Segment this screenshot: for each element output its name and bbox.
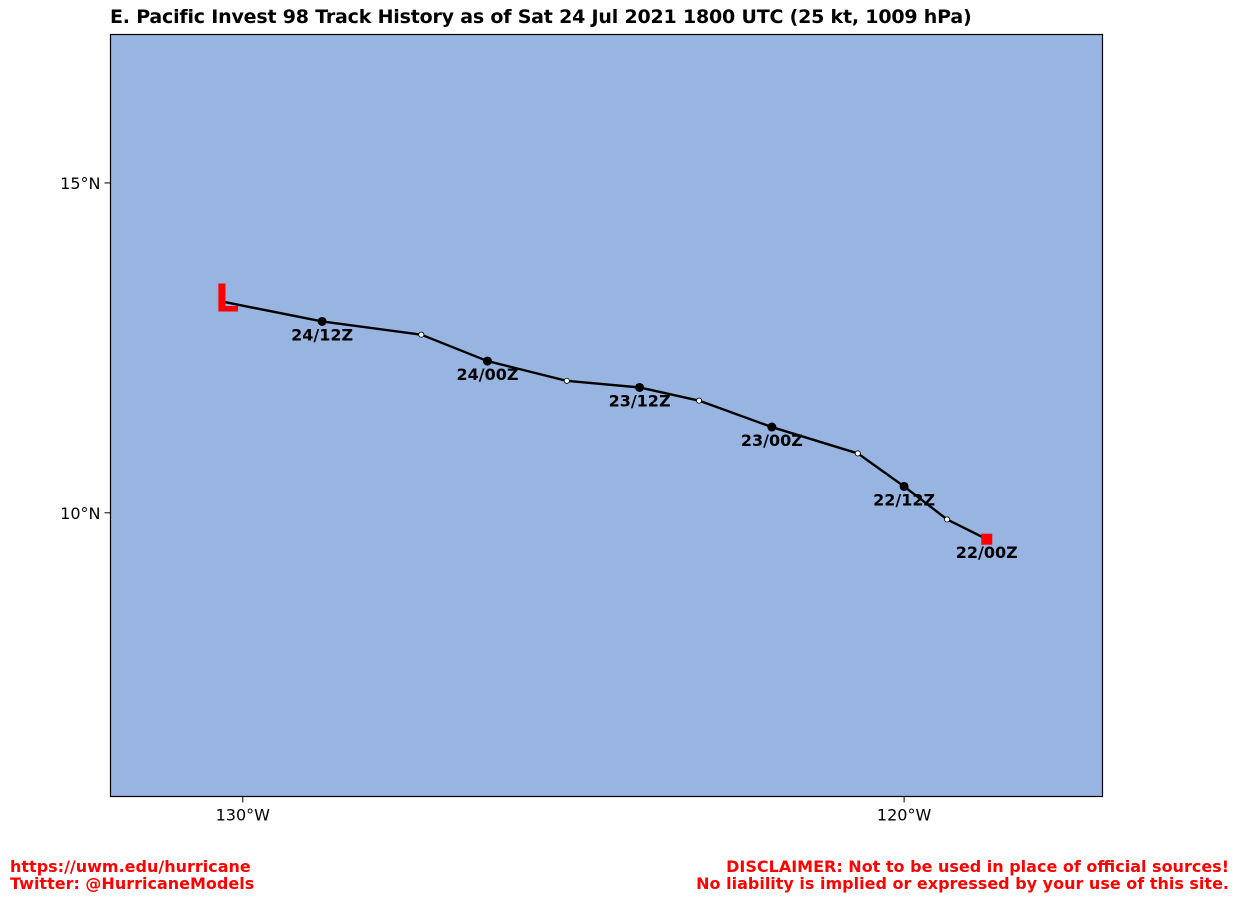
track-point-minor xyxy=(854,450,861,457)
track-point-current xyxy=(220,299,226,305)
track-point-minor xyxy=(696,397,703,404)
low-pressure-symbol: L xyxy=(215,277,239,321)
lon-tick-label: 120°W xyxy=(877,806,932,825)
footer-credits: https://uwm.edu/hurricane Twitter: @Hurr… xyxy=(10,858,254,892)
track-point-minor xyxy=(418,331,425,338)
track-line xyxy=(222,300,988,541)
lat-tick-label: 15°N xyxy=(60,174,100,193)
disclaimer-line-2: No liability is implied or expressed by … xyxy=(696,874,1229,893)
track-point-major xyxy=(482,356,492,366)
disclaimer-line-1: DISCLAIMER: Not to be used in place of o… xyxy=(726,857,1229,876)
track-time-label: 22/00Z xyxy=(956,543,1018,562)
track-point-minor xyxy=(944,516,951,523)
track-time-label: 23/00Z xyxy=(741,431,803,450)
track-time-label: 24/00Z xyxy=(456,365,518,384)
track-point-major xyxy=(635,382,645,392)
footer-disclaimer: DISCLAIMER: Not to be used in place of o… xyxy=(696,858,1229,892)
track-point-major xyxy=(317,316,327,326)
lon-tick-label: 130°W xyxy=(216,806,271,825)
track-time-label: 24/12Z xyxy=(291,325,353,344)
storm-track: 22/00Z 22/12Z 23/00Z 23/12Z 24/00Z 24/12Z L xyxy=(215,277,1018,563)
track-point-major xyxy=(767,422,777,432)
map-title: E. Pacific Invest 98 Track History as of… xyxy=(110,6,972,28)
track-start-marker xyxy=(981,533,993,545)
track-time-label: 23/12Z xyxy=(609,391,671,410)
map-ocean xyxy=(109,33,1104,798)
track-point-major xyxy=(899,481,909,491)
footer-twitter[interactable]: Twitter: @HurricaneModels xyxy=(10,874,255,893)
footer-url[interactable]: https://uwm.edu/hurricane xyxy=(10,857,251,876)
lat-tick-label: 10°N xyxy=(60,504,100,523)
axis-ticks: 130°W 120°W 15°N 10°N xyxy=(60,174,931,825)
track-time-label: 22/12Z xyxy=(873,490,935,509)
track-point-minor xyxy=(563,377,570,384)
